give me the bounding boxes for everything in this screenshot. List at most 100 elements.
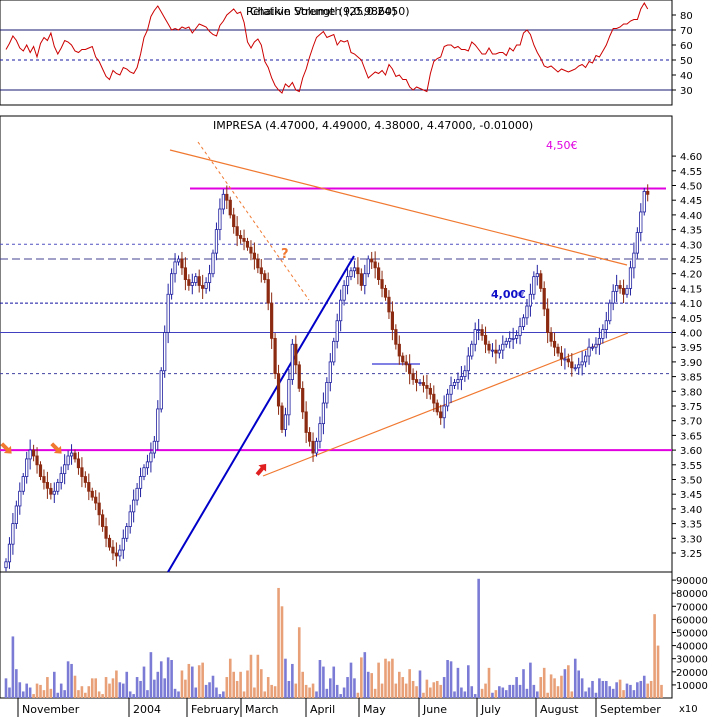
volume-bar	[325, 688, 329, 698]
volume-bar	[80, 686, 84, 698]
volume-bar	[387, 661, 391, 698]
price-bar	[118, 549, 122, 557]
y-tick-label: 90000	[676, 576, 708, 587]
volume-bar	[25, 683, 28, 698]
relative-strength-line	[5, 1, 649, 94]
price-bar	[621, 287, 626, 295]
price-bar	[56, 482, 60, 492]
price-bar	[363, 273, 367, 286]
price-bar	[521, 317, 526, 328]
volume-bar	[570, 691, 574, 698]
price-bar	[201, 285, 205, 289]
price-bar	[273, 337, 277, 375]
volume-bar	[235, 680, 239, 698]
price-bar	[597, 337, 602, 345]
price-bar	[366, 258, 370, 275]
price-bar	[408, 364, 412, 375]
volume-bar	[577, 670, 580, 698]
price-bar	[266, 279, 270, 304]
volume-bar	[515, 677, 518, 698]
volume-bar	[163, 678, 166, 698]
price-bar	[432, 393, 436, 404]
volume-bar	[70, 663, 73, 698]
volume-bar	[239, 671, 242, 698]
volume-bar	[494, 690, 498, 698]
price-bars	[4, 184, 650, 572]
volume-bar	[415, 686, 418, 698]
price-bar	[145, 461, 150, 469]
volume-bar	[301, 671, 304, 698]
volume-bar	[53, 671, 56, 698]
y-tick-label: 4.25	[680, 255, 702, 266]
price-bar	[4, 561, 8, 569]
volume-bar	[366, 671, 370, 698]
trend-line	[197, 141, 310, 301]
volume-bar	[463, 691, 467, 698]
y-tick-label: 4.40	[680, 211, 702, 222]
price-bar	[428, 387, 432, 395]
volume-bar	[166, 657, 170, 698]
volume-bar	[139, 680, 142, 698]
volume-bar	[467, 665, 470, 698]
price-bar	[611, 290, 615, 304]
price-bar	[249, 246, 253, 254]
volume-panel	[0, 571, 673, 699]
price-bar	[628, 267, 633, 289]
price-bar	[94, 496, 98, 504]
volume-bar	[442, 677, 446, 698]
price-bar	[421, 382, 426, 386]
volume-bar	[270, 684, 273, 698]
price-bar	[625, 287, 629, 295]
volume-bar	[294, 683, 298, 698]
price-bar	[477, 329, 481, 331]
price-bar	[166, 293, 170, 333]
volume-bar	[322, 666, 325, 698]
volume-bar	[656, 645, 660, 698]
price-bar	[356, 267, 360, 275]
volume-bar	[615, 682, 618, 698]
volume-bar	[225, 677, 229, 698]
price-bar	[149, 452, 153, 463]
arrow-march-break-icon	[255, 463, 267, 476]
volume-bar	[432, 682, 436, 698]
y-tick-label: 4.35	[680, 226, 702, 237]
price-bar	[311, 440, 315, 454]
volume-bar	[66, 661, 70, 698]
volume-bar	[49, 688, 53, 698]
price-bar	[7, 543, 12, 563]
price-bar	[376, 267, 381, 280]
volume-bar	[394, 683, 398, 698]
x-tick-label: February	[191, 703, 240, 716]
price-bar	[90, 490, 94, 498]
price-bar	[304, 411, 308, 433]
volume-bar	[456, 667, 460, 698]
volume-bar	[280, 606, 284, 698]
x-tick-label: March	[245, 703, 279, 716]
price-bar	[318, 423, 322, 442]
volume-bar	[511, 684, 515, 698]
volume-bar	[473, 694, 477, 698]
volume-bar	[587, 687, 591, 698]
price-bar	[345, 276, 350, 286]
price-bar	[107, 537, 112, 548]
volume-bar	[246, 670, 249, 698]
volume-bar	[228, 658, 232, 698]
price-bar	[590, 346, 595, 349]
x-tick-label: 2004	[133, 703, 161, 716]
price-bar	[14, 505, 18, 524]
annotation-arrows	[0, 442, 267, 476]
price-bar	[352, 267, 357, 272]
volume-bar	[504, 690, 508, 698]
price-bar	[80, 467, 84, 477]
volume-bar	[363, 652, 367, 698]
y-tick-label: 4.50	[680, 182, 702, 193]
volume-bar	[339, 694, 342, 698]
price-bar	[487, 343, 491, 351]
volume-bar	[104, 677, 108, 698]
y-tick-label: 3.35	[680, 520, 702, 531]
price-bar	[470, 343, 474, 357]
price-bar	[194, 276, 198, 283]
price-bar	[383, 287, 388, 298]
volume-bars	[4, 578, 663, 698]
volume-bar	[242, 691, 246, 698]
